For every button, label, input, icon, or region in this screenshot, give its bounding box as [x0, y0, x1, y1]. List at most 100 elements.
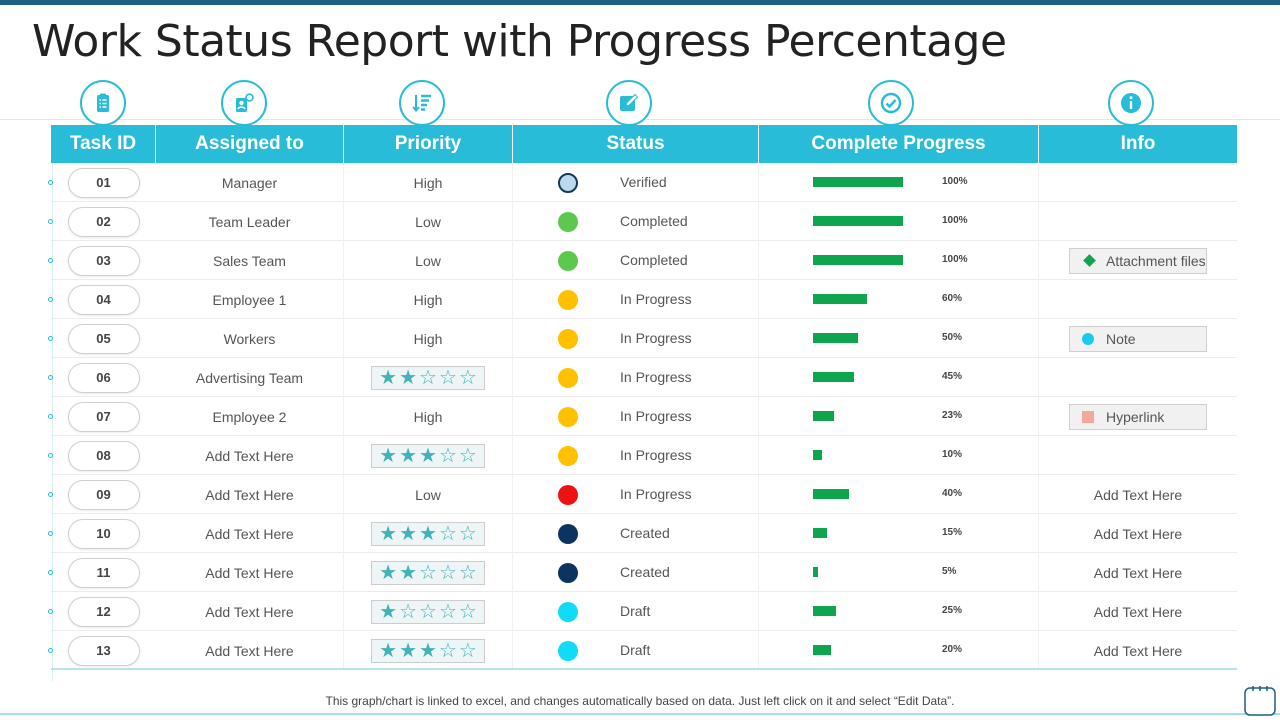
table-row: 07 Employee 2 High In Progress 23% Hyperlink: [48, 397, 1237, 436]
star-filled-icon: ★: [379, 366, 398, 389]
progress-cell: 60%: [759, 280, 1039, 319]
info-cell: Hyperlink: [1039, 397, 1237, 436]
progress-cell: 20%: [759, 631, 1039, 670]
priority-cell: High: [344, 397, 513, 436]
timeline-dot: [48, 492, 53, 497]
progress-bar-fill: [813, 333, 858, 343]
table-row: 03 Sales Team Low Completed 100% Attachment f…: [48, 241, 1237, 280]
progress-percent: 100%: [942, 254, 968, 265]
assigned-cell: Employee 1: [156, 280, 344, 319]
star-empty-icon: ☆: [458, 366, 477, 389]
priority-cell: Low: [344, 475, 513, 514]
status-cell: In Progress: [513, 319, 759, 358]
assigned-cell: Add Text Here: [156, 475, 344, 514]
clipboard-checklist-icon: [80, 80, 126, 126]
info-cell: Add Text Here: [1039, 514, 1237, 553]
status-text: In Progress: [620, 447, 692, 463]
priority-stars: ★ ★ ☆ ☆ ☆: [371, 560, 485, 585]
status-cell: Created: [513, 553, 759, 592]
progress-cell: 100%: [759, 202, 1039, 241]
assigned-cell: Add Text Here: [156, 514, 344, 553]
progress-percent: 100%: [942, 176, 968, 187]
attachment-files-button[interactable]: Attachment files: [1069, 247, 1207, 274]
note-button[interactable]: Note: [1069, 325, 1207, 352]
check-circle-icon: [868, 80, 914, 126]
task-id-cell: 12: [51, 592, 156, 631]
priority-stars: ★ ★ ★ ☆ ☆: [371, 443, 485, 468]
status-text: In Progress: [620, 486, 692, 502]
status-dot-icon: [558, 251, 578, 271]
priority-stars: ★ ☆ ☆ ☆ ☆: [371, 599, 485, 624]
timeline-dot: [48, 180, 53, 185]
star-filled-icon: ★: [399, 561, 418, 584]
status-cell: Draft: [513, 592, 759, 631]
progress-percent: 23%: [942, 410, 963, 421]
header-complete-progress: Complete Progress: [759, 125, 1039, 163]
star-filled-icon: ★: [419, 639, 437, 662]
progress-cell: 40%: [759, 475, 1039, 514]
star-empty-icon: ☆: [458, 522, 477, 545]
progress-bar: [813, 411, 903, 421]
task-id-cell: 06: [51, 358, 156, 397]
priority-text: Low: [415, 252, 441, 269]
star-empty-icon: ☆: [438, 639, 457, 662]
progress-bar: [813, 255, 903, 265]
timeline-dot: [48, 297, 53, 302]
timeline-dot: [48, 531, 53, 536]
assigned-cell: Employee 2: [156, 397, 344, 436]
footer-divider: [0, 713, 1280, 715]
top-accent-bar: [0, 0, 1280, 5]
priority-text: High: [413, 174, 443, 191]
status-cell: In Progress: [513, 436, 759, 475]
header-task-id: Task ID: [51, 125, 156, 163]
status-cell: In Progress: [513, 397, 759, 436]
table-row: 06 Advertising Team ★ ★ ☆ ☆ ☆ In Progress 45%: [48, 358, 1237, 397]
task-id-cell: 04: [51, 280, 156, 319]
progress-cell: 5%: [759, 553, 1039, 592]
info-cell: [1039, 358, 1237, 397]
progress-bar: [813, 333, 903, 343]
table-row: 01 Manager High Verified 100%: [48, 163, 1237, 202]
progress-bar-fill: [813, 645, 831, 655]
progress-bar-fill: [813, 177, 903, 187]
hyperlink-button[interactable]: Hyperlink: [1069, 403, 1207, 430]
status-dot-icon: [558, 212, 578, 232]
star-empty-icon: ☆: [438, 366, 457, 389]
info-cell: Attachment files: [1039, 241, 1237, 280]
progress-percent: 45%: [942, 371, 963, 382]
timeline-dot: [48, 219, 53, 224]
assigned-cell: Advertising Team: [156, 358, 344, 397]
priority-stars: ★ ★ ☆ ☆ ☆: [371, 365, 485, 390]
footer-note: This graph/chart is linked to excel, and…: [325, 694, 955, 708]
table-bottom-rule: [51, 668, 1237, 670]
table-row: 12 Add Text Here ★ ☆ ☆ ☆ ☆ Draft 25% Add Text Her…: [48, 592, 1237, 631]
table-row: 09 Add Text Here Low In Progress 40% Add Text…: [48, 475, 1237, 514]
info-cell: [1039, 163, 1237, 202]
info-text: Add Text Here: [1093, 564, 1183, 581]
status-cell: Created: [513, 514, 759, 553]
star-filled-icon: ★: [419, 522, 437, 545]
task-id-pill: 06: [67, 362, 140, 393]
assigned-cell: Add Text Here: [156, 436, 344, 475]
progress-bar-fill: [813, 255, 903, 265]
task-id-pill: 12: [67, 596, 140, 627]
status-dot-icon: [558, 407, 578, 427]
status-text: Draft: [620, 603, 651, 619]
star-filled-icon: ★: [379, 600, 398, 623]
table-row: 10 Add Text Here ★ ★ ★ ☆ ☆ Created 15% Add Text H…: [48, 514, 1237, 553]
progress-bar: [813, 567, 903, 577]
assigned-cell: Sales Team: [156, 241, 344, 280]
status-text: Created: [620, 564, 670, 580]
progress-bar: [813, 489, 903, 499]
info-label: Note: [1106, 330, 1136, 347]
status-dot-icon: [558, 368, 578, 388]
task-id-pill: 05: [67, 323, 140, 354]
progress-percent: 50%: [942, 332, 963, 343]
star-empty-icon: ☆: [419, 366, 437, 389]
priority-text: High: [413, 408, 443, 425]
info-cell: Note: [1039, 319, 1237, 358]
progress-bar: [813, 216, 903, 226]
star-empty-icon: ☆: [399, 600, 418, 623]
progress-bar-fill: [813, 567, 818, 577]
progress-bar: [813, 606, 903, 616]
